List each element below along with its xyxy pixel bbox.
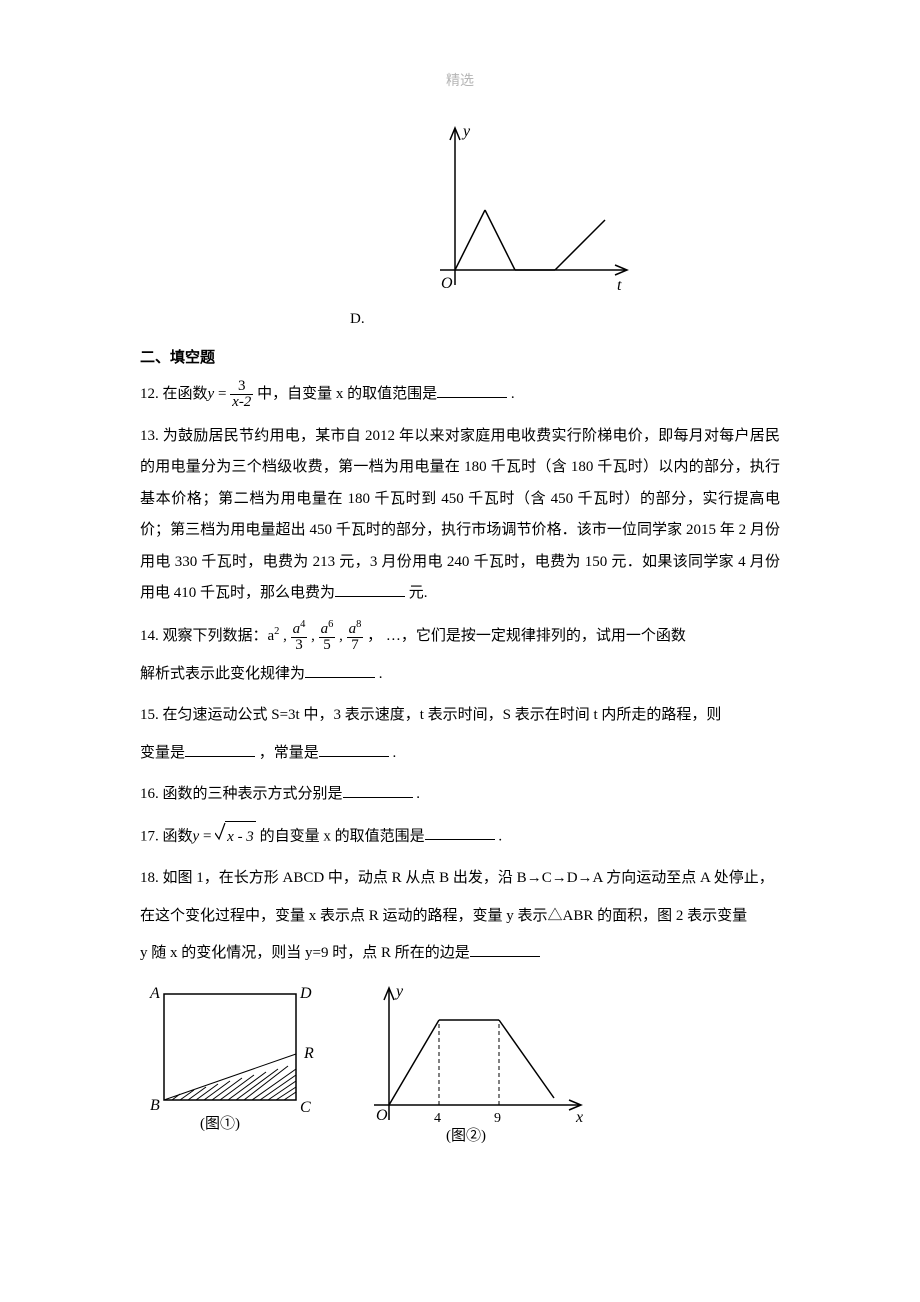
q16: 16. 函数的三种表示方式分别是 . xyxy=(140,779,780,811)
fig2-tick1: 4 xyxy=(434,1111,441,1126)
q14-line2: 解析式表示此变化规律为 . xyxy=(140,659,780,691)
q18-blank[interactable] xyxy=(470,941,540,957)
q12-den: x-2 xyxy=(230,395,253,410)
graph-d-line xyxy=(455,210,605,270)
q14-f1ns: 4 xyxy=(300,619,305,630)
q15-blank2[interactable] xyxy=(319,741,389,757)
header-label: 精选 xyxy=(140,70,780,90)
fig1-hatch xyxy=(164,1054,296,1100)
option-d-letter: D. xyxy=(350,311,365,328)
q13-full: 13. 为鼓励居民节约用电，某市自 2012 年以来对家庭用电收费实行阶梯电价，… xyxy=(140,428,780,602)
q17-radicand: x - 3 xyxy=(225,821,256,854)
graph-d-tlabel: t xyxy=(617,277,622,294)
q15-l2: 变量是 ，常量是 . xyxy=(140,738,780,770)
q14-f3ns: 8 xyxy=(356,619,361,630)
q14-l2: 解析式表示此变化规律为 xyxy=(140,666,305,682)
q13-tail: 元. xyxy=(405,585,428,601)
graph-d-axes xyxy=(440,128,627,285)
q14-f3n: a8 xyxy=(347,620,364,638)
fig2-xlabel: x xyxy=(575,1109,583,1126)
q14-g2: , xyxy=(307,627,318,643)
fig1-A: A xyxy=(149,985,160,1002)
q15-p2a: 变量是 xyxy=(140,745,185,761)
fig1-caption: (图①) xyxy=(200,1115,240,1132)
fig2-svg: y x O 4 9 (图②) xyxy=(354,980,594,1150)
q15-blank1[interactable] xyxy=(185,741,255,757)
q13-blank[interactable] xyxy=(335,581,405,597)
graph-d-block: y t O D. xyxy=(140,120,780,328)
q17-tail: . xyxy=(495,828,503,844)
q16-blank[interactable] xyxy=(343,782,413,798)
fig1-C: C xyxy=(300,1099,311,1116)
q14-g4: ， …，它们是按一定规律排列的，试用一个函数 xyxy=(363,627,686,643)
fig1-R: R xyxy=(303,1045,314,1062)
q15-p2b: ，常量是 xyxy=(255,745,319,761)
graph-d-wrap: y t O xyxy=(425,120,635,310)
section-2-title: 二、填空题 xyxy=(140,346,780,367)
fig2-tick2: 9 xyxy=(494,1111,501,1126)
q13: 13. 为鼓励居民节约用电，某市自 2012 年以来对家庭用电收费实行阶梯电价，… xyxy=(140,421,780,610)
q12-frac: 3 x-2 xyxy=(230,379,253,410)
q18-l1: 18. 如图 1，在长方形 ABCD 中，动点 R 从点 B 出发，沿 B→C→… xyxy=(140,863,780,895)
q14-blank[interactable] xyxy=(305,662,375,678)
q18-l3-wrap: y 随 x 的变化情况，则当 y=9 时，点 R 所在的边是 xyxy=(140,938,780,970)
fig2-path xyxy=(389,1020,554,1105)
q14-f3: a8 7 xyxy=(347,620,364,653)
q12: 12. 在函数y = 3 x-2 中，自变量 x 的取值范围是 . xyxy=(140,379,780,411)
q17-mid: 的自变量 x 的取值范围是 xyxy=(256,828,425,844)
fig2-ylabel: y xyxy=(394,983,404,1000)
q17: 17. 函数y = x - 3 的自变量 x 的取值范围是 . xyxy=(140,821,780,854)
graph-d-origin: O xyxy=(441,275,453,292)
q12-mid: 中，自变量 x 的取值范围是 xyxy=(253,386,437,402)
q18: 18. 如图 1，在长方形 ABCD 中，动点 R 从点 B 出发，沿 B→C→… xyxy=(140,863,780,970)
q17-blank[interactable] xyxy=(425,824,495,840)
q15: 15. 在匀速运动公式 S=3t 中，3 表示速度，t 表示时间，S 表示在时间… xyxy=(140,700,780,769)
q17-sqrt: x - 3 xyxy=(215,821,256,854)
q12-num: 3 xyxy=(230,379,253,395)
fig1-rect xyxy=(164,994,296,1100)
q18-l2: 在这个变化过程中，变量 x 表示点 R 运动的路程，变量 y 表示△ABR 的面… xyxy=(140,901,780,933)
q16-p: 16. 函数的三种表示方式分别是 xyxy=(140,786,343,802)
q12-tail: . xyxy=(507,386,515,402)
graph-d-ylabel: y xyxy=(461,123,471,140)
q14-g1: , xyxy=(279,627,290,643)
q14-g3: , xyxy=(335,627,346,643)
q14-f2ns: 6 xyxy=(328,619,333,630)
q16-tail: . xyxy=(413,786,421,802)
q12-blank[interactable] xyxy=(437,382,507,398)
q14-f3d: 7 xyxy=(347,638,364,653)
q14-f2n: a6 xyxy=(319,620,336,638)
fig2-caption: (图②) xyxy=(446,1127,486,1144)
q18-l3: y 随 x 的变化情况，则当 y=9 时，点 R 所在的边是 xyxy=(140,945,470,961)
q15-tail: . xyxy=(389,745,397,761)
q14-f2: a6 5 xyxy=(319,620,336,653)
fig1-D: D xyxy=(299,985,312,1002)
q12-eq: = xyxy=(214,386,230,402)
q14-f2d: 5 xyxy=(319,638,336,653)
bottom-figures: A D B C R xyxy=(140,980,780,1150)
q14-tail: . xyxy=(375,666,383,682)
fig2-dash xyxy=(439,1020,499,1105)
graph-d-svg: y t O xyxy=(425,120,635,305)
fig1-B: B xyxy=(150,1097,160,1114)
q17-prefix: 17. 函数 xyxy=(140,828,193,844)
q14-f1n: a4 xyxy=(291,620,308,638)
q14-f1: a4 3 xyxy=(291,620,308,653)
q15-l1: 15. 在匀速运动公式 S=3t 中，3 表示速度，t 表示时间，S 表示在时间… xyxy=(140,700,780,732)
fig2-origin: O xyxy=(376,1107,388,1124)
q14-f1d: 3 xyxy=(291,638,308,653)
fig1-svg: A D B C R xyxy=(140,980,330,1150)
q12-prefix: 12. 在函数 xyxy=(140,386,208,402)
q14-prefix: 14. 观察下列数据：a xyxy=(140,627,274,643)
q17-eq: = xyxy=(199,828,215,844)
header-text: 精选 xyxy=(446,74,474,89)
q14: 14. 观察下列数据：a2 , a4 3 , a6 5 , a8 7 ， …，它… xyxy=(140,620,780,691)
page-root: 精选 y t O xyxy=(0,0,920,1302)
